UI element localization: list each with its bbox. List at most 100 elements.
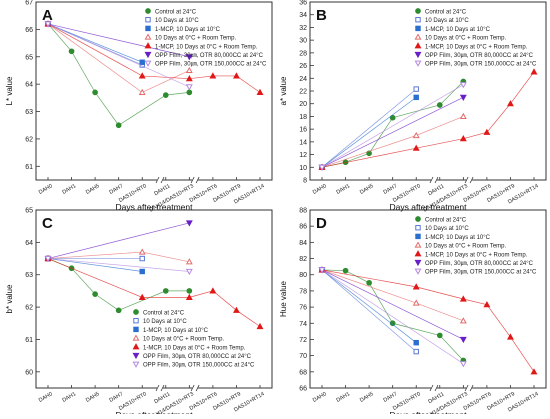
series-line [321, 269, 464, 361]
y-tick-label: 20 [299, 101, 307, 108]
legend-label: OPP Film, 30㎛, OTR 150,000CC at 24°C [425, 62, 537, 69]
axis-break [155, 384, 160, 392]
legend-item: OPP Film, 30㎛, OTR 80,000CC at 24°C [144, 51, 264, 60]
legend-item: Control at 24°C [133, 309, 185, 317]
legend-marker [415, 224, 421, 231]
series-line [321, 269, 535, 373]
axis-break-gap [466, 385, 473, 391]
legend-item: 10 Days at 10°C [145, 16, 199, 24]
data-point [366, 279, 372, 286]
axis-break [434, 384, 439, 392]
y-tick-label: 80 [299, 272, 307, 279]
data-point [459, 94, 467, 101]
data-point [412, 299, 420, 306]
y-tick-label: 82 [299, 256, 307, 263]
legend-label: 1-MCP, 10 Days at 10°C [425, 27, 491, 33]
y-tick-label: 64 [25, 240, 33, 247]
legend-label: 1-MCP, 10 Days at 10°C [143, 328, 209, 334]
data-point [318, 267, 326, 274]
data-point [232, 306, 240, 313]
plot-frame [35, 1, 273, 181]
legend: Control at 24°C 10 Days at 10°C 1-MCP, 10 … [414, 8, 537, 69]
legend-item: Control at 24°C [415, 8, 467, 16]
legend-item: OPP Film, 30㎛, OTR 80,000CC at 24°C [132, 352, 252, 361]
axis-break [195, 176, 200, 184]
axis-break-gap [431, 177, 437, 183]
series [319, 267, 419, 346]
data-point [530, 68, 538, 75]
series-line [321, 84, 464, 168]
y-tick-label: 66 [25, 27, 33, 34]
data-point [506, 100, 514, 107]
axis-break [190, 384, 195, 392]
series-line [321, 269, 464, 322]
data-point [459, 82, 467, 89]
data-point [389, 320, 396, 327]
data-point [436, 332, 443, 339]
data-point [459, 295, 467, 302]
x-tick-label: DAH7 [109, 183, 125, 196]
legend-item: 10 Days at 10°C [415, 16, 469, 24]
legend-label: OPP Film, 30㎛, OTR 150,000CC at 24°C [155, 62, 267, 69]
legend-item: OPP Film, 30㎛, OTR 80,000CC at 24°C [414, 259, 534, 268]
data-point [186, 288, 193, 294]
x-tick-label: DAH0 [38, 391, 54, 404]
data-point [44, 21, 52, 28]
legend-item: 10 Days at 0°C + Room Temp. [414, 241, 506, 250]
axis-break-gap [157, 177, 163, 183]
legend-label: OPP Film, 30㎛, OTR 80,000CC at 24°C [155, 53, 264, 60]
series-line [321, 97, 417, 168]
data-point [459, 112, 467, 120]
data-point [412, 283, 420, 290]
axis-break [190, 176, 195, 184]
y-tick-label: 68 [299, 369, 307, 376]
data-point [68, 48, 75, 55]
data-point [138, 88, 146, 95]
legend-label: 1-MCP, 10 Days at 0°C + Room Temp. [425, 44, 528, 50]
legend-label: 10 Days at 0°C + Room Temp. [425, 244, 506, 250]
y-tick-label: 61 [25, 337, 33, 344]
legend-item: 1-MCP, 10 Days at 0°C + Room Temp. [414, 42, 528, 50]
series-line [47, 23, 190, 126]
x-tick-label: DAH0 [312, 391, 328, 404]
series [318, 82, 467, 171]
legend-item: 1-MCP, 10 Days at 0°C + Room Temp. [132, 343, 246, 351]
x-tick-label: DAH1 [335, 183, 351, 196]
legend-label: Control at 24°C [425, 10, 467, 16]
legend: Control at 24°C 10 Days at 10°C 1-MCP, 10 … [414, 216, 537, 277]
axis-break [434, 176, 439, 184]
axis-break-gap [157, 385, 163, 391]
legend-item: 1-MCP, 10 Days at 10°C [133, 326, 209, 334]
y-tick-label: 34 [299, 12, 307, 19]
x-tick-label: DAH5 [359, 183, 375, 196]
legend-marker [415, 25, 421, 32]
legend-marker [144, 42, 152, 49]
series-line [47, 222, 190, 259]
data-point [412, 144, 420, 151]
data-point [459, 336, 467, 344]
legend-item: OPP Film, 30㎛, OTR 150,000CC at 24°C [414, 268, 537, 277]
legend-marker [145, 8, 151, 14]
data-point [185, 54, 193, 61]
data-point [139, 268, 145, 275]
legend-marker [145, 16, 151, 23]
data-point [483, 128, 491, 135]
legend-label: OPP Film, 30㎛, OTR 80,000CC at 24°C [143, 354, 252, 361]
data-point [185, 258, 193, 265]
legend-label: OPP Film, 30㎛, OTR 150,000CC at 24°C [143, 363, 255, 370]
legend-label: 10 Days at 0°C + Room Temp. [425, 36, 506, 42]
x-tick-label: DAH1 [61, 391, 77, 404]
data-point [209, 72, 217, 79]
data-point [162, 92, 169, 98]
x-tick-label: DAH0 [312, 183, 328, 196]
y-tick-label: 32 [299, 25, 307, 32]
panel-b: 8 10 12 14 16 18 20 22 24 26 28 30 32 34 36 DAH0 DAH1 DAH… [279, 0, 547, 214]
legend-label: OPP Film, 30㎛, OTR 80,000CC at 24°C [425, 53, 534, 60]
series [319, 86, 419, 170]
series-line [47, 23, 261, 93]
x-tick-label: DAH7 [383, 391, 399, 404]
y-tick-label: 86 [299, 224, 307, 231]
x-tick-label: DAH7 [109, 391, 125, 404]
series-line [47, 258, 261, 327]
